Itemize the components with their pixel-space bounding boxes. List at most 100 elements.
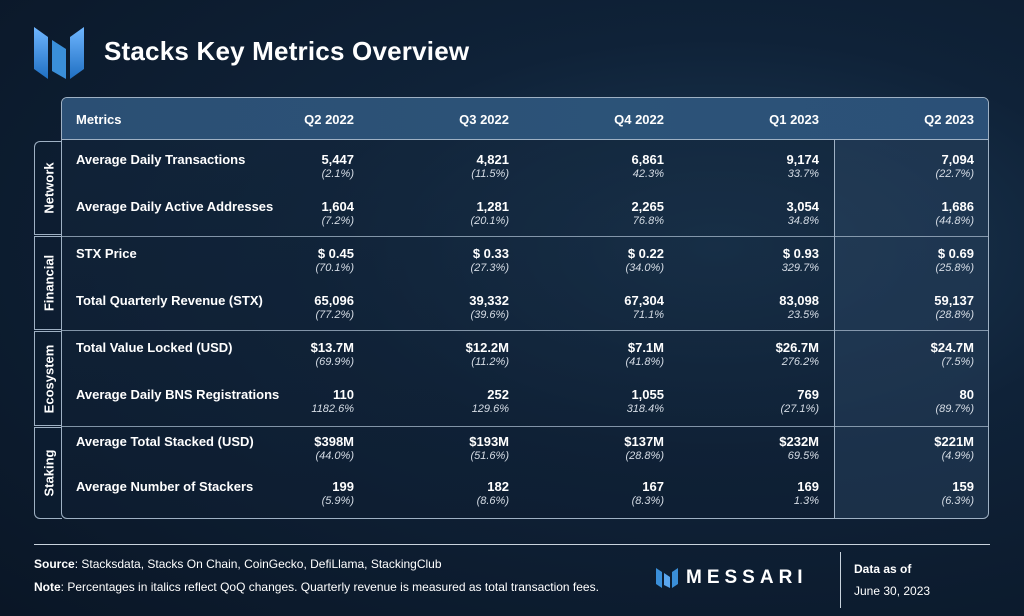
- metric-value: $ 0.69: [937, 246, 974, 261]
- metric-value: 3,054: [786, 199, 819, 214]
- metric-value: 169: [797, 479, 819, 494]
- qoq-change: (77.2%): [315, 309, 354, 321]
- table-header: [62, 98, 988, 140]
- qoq-change: 276.2%: [781, 356, 819, 368]
- qoq-change: 34.8%: [787, 215, 819, 227]
- header-q3-2022: Q3 2022: [459, 112, 509, 127]
- qoq-change: 1182.6%: [311, 403, 354, 415]
- messari-logo: MESSARI: [656, 566, 808, 590]
- qoq-change: 76.8%: [632, 215, 664, 227]
- metric-value: 199: [332, 479, 354, 494]
- metric-value: 167: [642, 479, 664, 494]
- qoq-change: (4.9%): [941, 450, 974, 462]
- header-q2-2022: Q2 2022: [304, 112, 354, 127]
- section-divider: [62, 236, 988, 237]
- qoq-change: (27.3%): [470, 262, 509, 274]
- metric-value: 9,174: [786, 152, 819, 167]
- qoq-change: 42.3%: [632, 168, 664, 180]
- qoq-change: 318.4%: [626, 403, 664, 415]
- qoq-change: (2.1%): [321, 168, 354, 180]
- metric-label: STX Price: [76, 246, 137, 261]
- metric-value: 59,137: [934, 293, 974, 308]
- as-of-label: Data as of: [854, 562, 912, 576]
- footer-divider: [34, 544, 990, 545]
- metric-value: $26.7M: [775, 340, 819, 355]
- qoq-change: 129.6%: [471, 403, 509, 415]
- metric-value: $193M: [469, 434, 509, 449]
- section-network: Network: [34, 141, 62, 235]
- qoq-change: (89.7%): [935, 403, 974, 415]
- metric-value: 110: [333, 387, 354, 402]
- metric-label: Average Daily Transactions: [76, 152, 246, 167]
- metric-label: Total Value Locked (USD): [76, 340, 233, 355]
- metric-value: 1,604: [321, 199, 354, 214]
- qoq-change: (28.8%): [625, 450, 664, 462]
- qoq-change: (11.5%): [471, 168, 509, 180]
- qoq-change: 71.1%: [632, 309, 664, 321]
- metric-value: $ 0.93: [782, 246, 819, 261]
- qoq-change: (69.9%): [315, 356, 354, 368]
- qoq-change: (28.8%): [935, 309, 974, 321]
- metric-label: Average Daily Active Addresses: [76, 199, 274, 214]
- section-staking: Staking: [34, 427, 62, 519]
- messari-wordmark: MESSARI: [686, 567, 808, 588]
- metric-label: Average Daily BNS Registrations: [76, 387, 280, 402]
- metric-value: 80: [959, 387, 974, 402]
- metric-label: Average Number of Stackers: [76, 479, 254, 494]
- qoq-change: (22.7%): [935, 168, 974, 180]
- qoq-change: 329.7%: [781, 262, 819, 274]
- metric-value: $ 0.22: [627, 246, 664, 261]
- metric-value: $ 0.33: [472, 246, 509, 261]
- metric-value: $221M: [934, 434, 974, 449]
- metric-value: 769: [797, 387, 819, 402]
- metric-value: $137M: [624, 434, 664, 449]
- qoq-change: (25.8%): [935, 262, 974, 274]
- messari-icon: [656, 568, 678, 588]
- section-label: Staking: [41, 449, 56, 497]
- footer-vertical-divider: [840, 552, 841, 608]
- metric-value: 182: [487, 479, 509, 494]
- qoq-change: (44.8%): [935, 215, 974, 227]
- qoq-change: (20.1%): [470, 215, 509, 227]
- qoq-change: (8.3%): [631, 495, 664, 507]
- metric-value: $12.2M: [465, 340, 509, 355]
- qoq-change: 1.3%: [793, 495, 819, 507]
- metric-value: 1,686: [941, 199, 974, 214]
- metric-value: $13.7M: [310, 340, 354, 355]
- metric-value: 83,098: [779, 293, 819, 308]
- metric-value: $ 0.45: [317, 246, 354, 261]
- qoq-change: (8.6%): [476, 495, 509, 507]
- qoq-change: (7.5%): [941, 356, 974, 368]
- section-ecosystem: Ecosystem: [34, 331, 62, 426]
- qoq-change: 23.5%: [787, 309, 819, 321]
- metric-label: Total Quarterly Revenue (STX): [76, 293, 263, 308]
- metric-value: 65,096: [314, 293, 354, 308]
- note-text: Note: Percentages in italics reflect QoQ…: [34, 580, 599, 594]
- section-label: Financial: [41, 254, 56, 312]
- qoq-change: 69.5%: [787, 450, 819, 462]
- metric-value: $7.1M: [627, 340, 664, 355]
- section-divider: [62, 426, 988, 427]
- metric-value: 252: [487, 387, 509, 402]
- qoq-change: (34.0%): [625, 262, 664, 274]
- header-q2-2023: Q2 2023: [924, 112, 974, 127]
- metric-value: $232M: [779, 434, 819, 449]
- stacks-logo-icon: [34, 27, 84, 79]
- metric-value: 6,861: [631, 152, 664, 167]
- qoq-change: (41.8%): [625, 356, 664, 368]
- metric-value: $24.7M: [930, 340, 974, 355]
- metric-value: 5,447: [321, 152, 354, 167]
- metric-label: Average Total Stacked (USD): [76, 434, 254, 449]
- highlight-column: [834, 98, 988, 518]
- source-text: Source: Stacksdata, Stacks On Chain, Coi…: [34, 557, 442, 571]
- metric-value: 159: [952, 479, 974, 494]
- metric-value: $398M: [314, 434, 354, 449]
- qoq-change: (5.9%): [321, 495, 354, 507]
- section-label: Ecosystem: [41, 344, 56, 413]
- header-q4-2022: Q4 2022: [614, 112, 664, 127]
- metric-value: 7,094: [941, 152, 974, 167]
- qoq-change: (39.6%): [470, 309, 509, 321]
- qoq-change: 33.7%: [787, 168, 819, 180]
- metric-value: 1,281: [476, 199, 509, 214]
- metric-value: 4,821: [476, 152, 509, 167]
